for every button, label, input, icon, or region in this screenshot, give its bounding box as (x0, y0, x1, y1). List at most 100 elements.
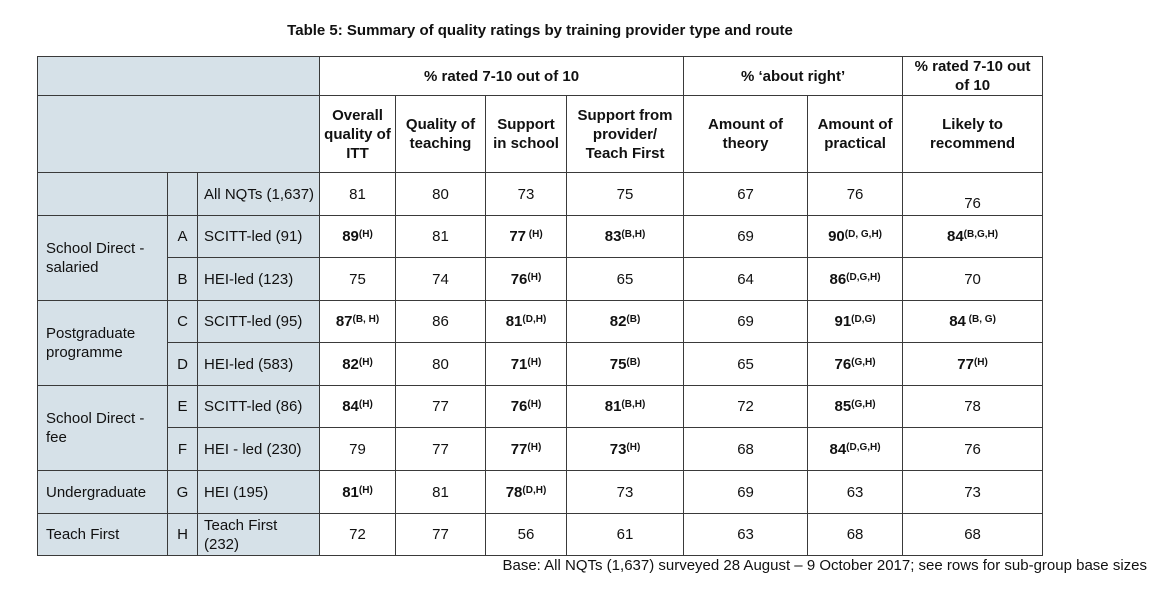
significance-marker: (H) (358, 399, 373, 410)
significance-marker: (B, G) (965, 314, 996, 325)
col-header: Support in school (485, 95, 567, 173)
value-cell: 81 (395, 215, 486, 258)
value-number: 89 (342, 228, 359, 245)
value-cell: 77(H) (902, 342, 1044, 386)
route-group-label: Undergraduate (37, 470, 168, 514)
value-number: 74 (432, 270, 449, 288)
significance-marker: (B) (626, 314, 641, 325)
provider-label: SCITT-led (86) (197, 385, 320, 428)
value-number: 81 (604, 398, 622, 415)
provider-label: Teach First (232) (197, 513, 320, 556)
significance-marker: (B) (626, 356, 641, 368)
value-number: 86 (829, 270, 847, 288)
value-cell: 79 (319, 427, 396, 471)
table-row: Undergraduate G HEI (195) 81(H) 81 78(D,H) 73 6… (37, 470, 1044, 514)
provider-label: SCITT-led (91) (197, 215, 320, 258)
value-cell: 65 (565, 257, 685, 301)
value-cell: 73 (902, 470, 1044, 514)
provider-letter: C (167, 300, 198, 343)
value-cell: 63 (683, 513, 809, 556)
route-group-label: Postgraduate programme (37, 300, 168, 386)
value-number: 69 (737, 228, 754, 245)
value-cell: 73 (565, 470, 685, 514)
value-number: 78 (964, 398, 981, 415)
col-header: Amount of practical (807, 95, 904, 173)
col-header: Likely to recommend (902, 95, 1044, 173)
value-number: 71 (510, 355, 528, 373)
significance-marker: (H) (973, 356, 988, 368)
provider-letter: A (167, 215, 198, 258)
provider-letter: B (167, 257, 198, 301)
value-number: 82 (342, 355, 359, 373)
value-cell: 86(D,G,H) (807, 257, 904, 301)
value-cell: 74 (395, 257, 486, 301)
value-cell: 90(D, G,H) (807, 215, 904, 258)
value-cell: 72 (683, 385, 809, 428)
value-cell: 81(B,H) (565, 385, 685, 428)
value-number: 68 (846, 526, 864, 543)
value-cell: 89(H) (319, 215, 396, 258)
value-cell: 77 (395, 513, 486, 556)
value-cell: 78 (902, 385, 1044, 428)
value-number: 81 (432, 228, 449, 245)
value-number: 81 (342, 483, 359, 501)
value-number: 75 (349, 270, 366, 288)
value-cell: 67 (683, 172, 809, 216)
value-cell: 80 (395, 172, 486, 216)
value-cell: 78(D,H) (485, 470, 567, 514)
value-number: 63 (737, 526, 754, 543)
value-cell: 76(H) (485, 257, 567, 301)
header-group-rated: % rated 7-10 out of 10 (318, 56, 685, 96)
value-number: 72 (349, 526, 366, 543)
value-cell: 82(B) (565, 300, 685, 343)
value-cell: 76(G,H) (807, 342, 904, 386)
value-number: 79 (349, 440, 366, 458)
significance-marker: (H) (526, 229, 543, 240)
value-cell: 71(H) (485, 342, 567, 386)
value-number: 75 (609, 355, 627, 373)
value-number: 76 (964, 440, 981, 458)
value-number: 64 (737, 270, 754, 288)
value-cell: 75 (565, 172, 685, 216)
value-cell: 76(H) (485, 385, 567, 428)
value-cell: 56 (485, 513, 567, 556)
value-cell: 68 (683, 427, 809, 471)
value-cell: 81 (395, 470, 486, 514)
value-number: 76 (510, 270, 528, 288)
significance-marker: (B, H) (352, 314, 380, 325)
significance-marker: (H) (527, 441, 542, 453)
value-number: 77 (957, 355, 974, 373)
value-number: 73 (964, 483, 981, 501)
value-cell: 91(D,G) (807, 300, 904, 343)
value-cell: 69 (683, 470, 809, 514)
value-number: 70 (964, 270, 981, 288)
value-number: 80 (432, 355, 449, 373)
value-cell: 84 (B, G) (902, 300, 1044, 343)
value-cell: 77(H) (485, 427, 567, 471)
value-number: 65 (616, 270, 634, 288)
significance-marker: (D,G) (851, 314, 876, 325)
value-number: 73 (616, 483, 634, 501)
value-number: 84 (946, 228, 964, 245)
value-cell: 77 (395, 427, 486, 471)
provider-label: SCITT-led (95) (197, 300, 320, 343)
significance-marker: (D,G,H) (846, 271, 881, 283)
value-cell: 87(B, H) (319, 300, 396, 343)
value-number: 69 (737, 483, 754, 501)
value-number: 69 (737, 313, 754, 330)
value-number: 84 (342, 398, 359, 415)
col-header: Amount of theory (683, 95, 809, 173)
table-row: D HEI-led (583) 82(H) 80 71(H) 75(B) 65 76(G,H)… (38, 342, 1044, 386)
value-number: 81 (505, 313, 523, 330)
value-cell: 68 (902, 513, 1044, 556)
value-cell: 69 (683, 300, 809, 343)
provider-letter: F (167, 427, 198, 471)
value-number: 76 (510, 398, 528, 415)
significance-marker: (B,H) (621, 399, 646, 410)
value-number: 90 (828, 228, 845, 245)
value-cell: 64 (683, 257, 809, 301)
route-group-label: Teach First (37, 513, 168, 556)
value-number: 68 (964, 526, 981, 543)
value-number: 84 (949, 313, 966, 330)
value-cell: 77 (395, 385, 486, 428)
